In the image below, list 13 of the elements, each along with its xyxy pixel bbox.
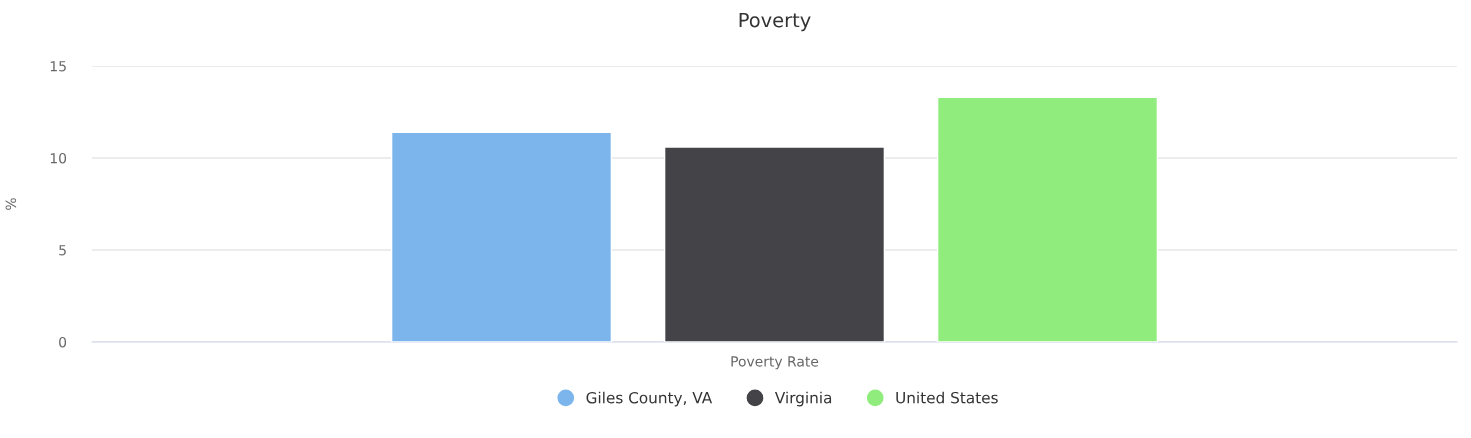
legend-label: Giles County, VA bbox=[586, 391, 713, 407]
y-axis-title: % bbox=[5, 198, 17, 210]
y-tick-label: 15 bbox=[50, 61, 66, 72]
legend-label: United States bbox=[896, 391, 998, 404]
chart-title: Poverty bbox=[739, 12, 811, 32]
bar bbox=[390, 131, 613, 342]
y-tick-label: 0 bbox=[59, 336, 67, 348]
x-tick-label: Poverty Rate bbox=[731, 356, 819, 370]
y-tick-label: 5 bbox=[59, 245, 66, 256]
bar bbox=[663, 146, 886, 342]
bar bbox=[936, 96, 1159, 342]
legend-label: Virginia bbox=[774, 391, 832, 407]
y-tick-label: 10 bbox=[50, 152, 67, 164]
